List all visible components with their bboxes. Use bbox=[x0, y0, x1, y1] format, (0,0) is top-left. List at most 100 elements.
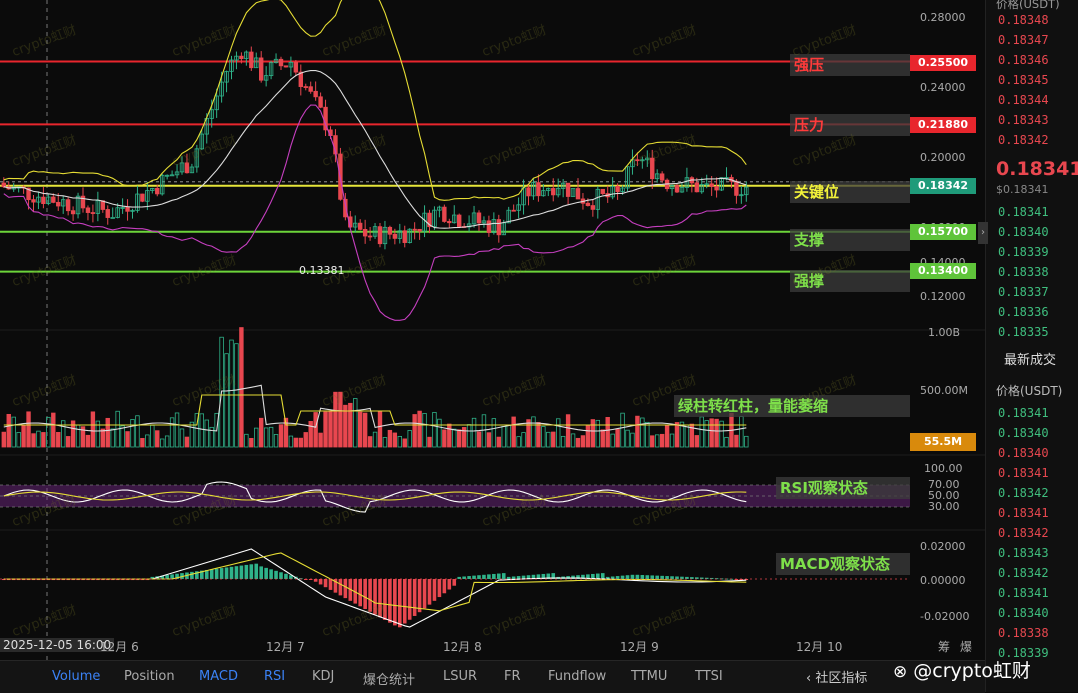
candle-body bbox=[105, 209, 110, 218]
candle-body bbox=[625, 166, 630, 189]
volume-bar bbox=[744, 435, 749, 448]
tab-rsi[interactable]: RSI bbox=[264, 669, 286, 684]
ask-row[interactable]: 0.18343 bbox=[998, 113, 1049, 127]
trade-row[interactable]: 0.18342 bbox=[998, 486, 1049, 500]
corner-label[interactable]: 筹 bbox=[938, 640, 951, 654]
macd-bar bbox=[526, 575, 531, 579]
level-tag-support: 0.15700 bbox=[910, 224, 976, 240]
tab-macd[interactable]: MACD bbox=[199, 669, 238, 684]
volume-bar bbox=[263, 427, 269, 448]
volume-bar bbox=[184, 436, 190, 448]
volume-bar bbox=[650, 435, 655, 448]
candle-body bbox=[397, 230, 402, 239]
macd-bar bbox=[239, 565, 244, 579]
bid-row[interactable]: 0.18341 bbox=[998, 205, 1049, 219]
volume-tag: 55.5M bbox=[910, 433, 976, 451]
main-chart[interactable] bbox=[0, 0, 985, 660]
corner-label[interactable]: 爆 bbox=[960, 640, 973, 654]
ask-row[interactable]: 0.18344 bbox=[998, 93, 1049, 107]
volume-bar bbox=[684, 424, 690, 448]
trade-row[interactable]: 0.18342 bbox=[998, 526, 1049, 540]
candle-body bbox=[734, 180, 739, 196]
ask-row[interactable]: 0.18342 bbox=[998, 133, 1049, 147]
volume-bar bbox=[427, 436, 432, 448]
trade-row[interactable]: 0.18341 bbox=[998, 506, 1049, 520]
candle-body bbox=[125, 207, 130, 212]
volume-bar bbox=[219, 336, 224, 448]
candle-body bbox=[452, 214, 457, 224]
community-indicators[interactable]: ‹ 社区指标 bbox=[806, 671, 868, 686]
candle-body bbox=[164, 174, 170, 177]
bid-row[interactable]: 0.18337 bbox=[998, 285, 1049, 299]
volume-bar bbox=[244, 433, 249, 448]
macd-note: MACD观察状态 bbox=[776, 553, 910, 575]
ask-row[interactable]: 0.18345 bbox=[998, 73, 1049, 87]
chart-area[interactable]: 0.28000 0.24000 0.20000 0.16000 0.14000 … bbox=[0, 0, 985, 660]
trade-row[interactable]: 0.18340 bbox=[998, 606, 1049, 620]
indicator-tabs: Volume Position MACD RSI KDJ 爆仓统计 LSUR FR Fundfl… bbox=[0, 660, 1031, 693]
candle-body bbox=[655, 173, 660, 180]
volume-bar bbox=[422, 413, 427, 448]
trade-row[interactable]: 0.18341 bbox=[998, 466, 1049, 480]
trade-row[interactable]: 0.18341 bbox=[998, 406, 1049, 420]
tab-爆仓统计[interactable]: 爆仓统计 bbox=[363, 673, 416, 688]
ask-row[interactable]: 0.18347 bbox=[998, 33, 1049, 47]
tab-ttmu[interactable]: TTMU bbox=[631, 669, 668, 684]
tab-fundflow[interactable]: Fundflow bbox=[548, 669, 607, 684]
tab-position[interactable]: Position bbox=[124, 669, 175, 684]
volume-bar bbox=[46, 416, 51, 448]
trade-row[interactable]: 0.18343 bbox=[998, 546, 1049, 560]
trade-row[interactable]: 0.18341 bbox=[998, 586, 1049, 600]
macd-bar bbox=[744, 579, 749, 580]
bid-row[interactable]: 0.18340 bbox=[998, 225, 1049, 239]
volume-bar bbox=[75, 424, 81, 448]
candle-body bbox=[219, 81, 224, 97]
bid-row[interactable]: 0.18339 bbox=[998, 245, 1049, 259]
tab-ttsi[interactable]: TTSI bbox=[695, 669, 723, 684]
macd-bar bbox=[170, 574, 174, 579]
level-tag-strong-support: 0.13400 bbox=[910, 263, 976, 279]
volume-bar bbox=[471, 417, 477, 448]
orderbook-header: 价格(USDT) bbox=[996, 0, 1060, 11]
macd-bar bbox=[541, 573, 546, 579]
tab-volume[interactable]: Volume bbox=[52, 669, 101, 684]
candle-body bbox=[303, 86, 308, 88]
collapse-arrow-icon[interactable]: › bbox=[978, 222, 988, 244]
candle-body bbox=[714, 186, 719, 191]
ask-row[interactable]: 0.18348 bbox=[998, 13, 1049, 27]
level-note-resistance: 压力 bbox=[790, 114, 910, 136]
date-label: 12月 6 bbox=[100, 640, 139, 654]
trade-row[interactable]: 0.18340 bbox=[998, 426, 1049, 440]
volume-bar bbox=[343, 404, 348, 448]
candle-body bbox=[541, 190, 546, 197]
macd-bar bbox=[442, 579, 447, 594]
candle-body bbox=[234, 55, 239, 61]
volume-bar bbox=[174, 412, 180, 448]
macd-bar bbox=[600, 573, 605, 579]
tab-kdj[interactable]: KDJ bbox=[312, 669, 335, 684]
trade-row[interactable]: 0.18340 bbox=[998, 446, 1049, 460]
ask-row[interactable]: 0.18346 bbox=[998, 53, 1049, 67]
volume-bar bbox=[580, 435, 586, 448]
bid-row[interactable]: 0.18336 bbox=[998, 305, 1049, 319]
volume-bar bbox=[674, 422, 680, 448]
volume-bar bbox=[511, 416, 516, 448]
volume-bar bbox=[159, 438, 165, 448]
volume-bar bbox=[417, 410, 422, 448]
candle-body bbox=[669, 185, 675, 190]
tab-lsur[interactable]: LSUR bbox=[443, 669, 478, 684]
volume-bar bbox=[531, 416, 536, 448]
macd-bar bbox=[472, 575, 476, 579]
trades-title[interactable]: 最新成交 bbox=[1004, 353, 1057, 368]
trade-row[interactable]: 0.18339 bbox=[998, 646, 1049, 660]
trade-row[interactable]: 0.18338 bbox=[998, 626, 1049, 640]
trade-row[interactable]: 0.18342 bbox=[998, 566, 1049, 580]
candle-body bbox=[70, 210, 76, 215]
candle-body bbox=[442, 206, 447, 222]
tab-fr[interactable]: FR bbox=[504, 669, 521, 684]
bid-row[interactable]: 0.18338 bbox=[998, 265, 1049, 279]
rsi-line bbox=[3, 481, 747, 513]
candle-body bbox=[620, 187, 625, 192]
bid-row[interactable]: 0.18335 bbox=[998, 325, 1049, 339]
volume-bar bbox=[412, 414, 417, 448]
